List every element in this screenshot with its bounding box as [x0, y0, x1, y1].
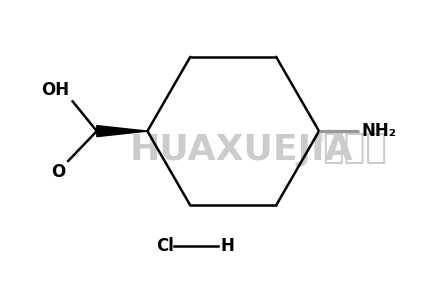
Text: OH: OH	[41, 81, 70, 99]
Text: ®: ®	[316, 133, 326, 143]
Text: NH₂: NH₂	[362, 122, 396, 140]
Text: H: H	[220, 237, 234, 255]
Text: O: O	[51, 163, 65, 181]
Polygon shape	[97, 126, 147, 136]
Text: Cl: Cl	[156, 237, 174, 255]
Text: 化学加: 化学加	[322, 131, 387, 165]
Text: HUAXUEJIA: HUAXUEJIA	[130, 133, 354, 167]
